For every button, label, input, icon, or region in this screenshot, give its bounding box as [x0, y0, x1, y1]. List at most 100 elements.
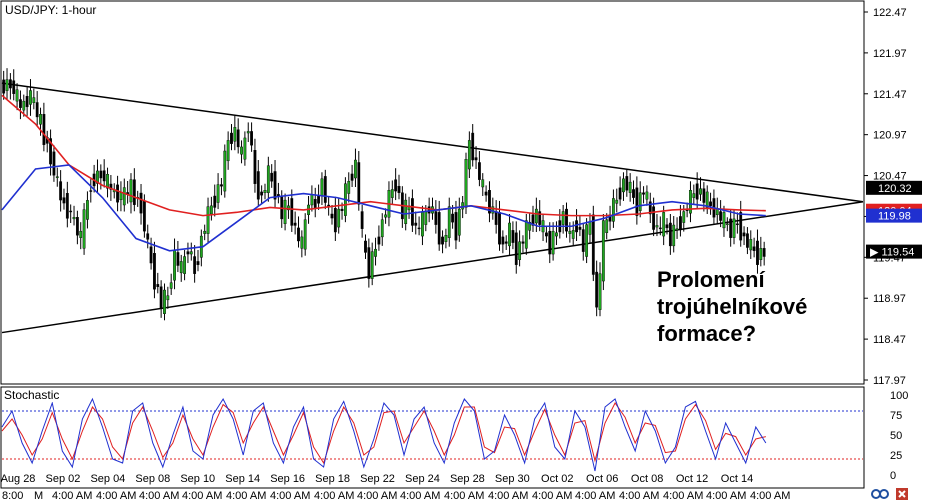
candle-body: [645, 191, 649, 200]
candle-body: [437, 212, 441, 245]
link-icon[interactable]: [871, 489, 889, 499]
candle-body: [119, 192, 123, 201]
candle-body: [99, 170, 103, 179]
y-tick-label: 118.97: [873, 293, 906, 305]
candle-body: [82, 209, 86, 249]
candle-body: [166, 295, 170, 301]
candle-body: [514, 232, 518, 265]
candle-body: [451, 213, 455, 223]
candle-body: [250, 131, 253, 146]
candle-body: [612, 198, 615, 222]
candle-body: [501, 236, 505, 245]
candle-body: [658, 227, 662, 230]
candle-body: [518, 241, 522, 260]
stochastic-label: Stochastic: [4, 388, 59, 402]
candle-body: [528, 221, 532, 231]
candle-body: [622, 178, 625, 193]
price-badge-text: 119.98: [878, 211, 911, 223]
annotation-line-3: formace?: [657, 321, 756, 346]
candle-body: [380, 219, 384, 238]
candle-body: [52, 151, 56, 176]
candle-body: [682, 211, 686, 223]
candle-body: [749, 239, 753, 251]
candle-body: [759, 248, 763, 260]
x-time-label: M: [34, 490, 43, 502]
x-date-label: Oct 14: [721, 473, 753, 485]
candle-body: [283, 199, 287, 225]
candle-body: [709, 201, 712, 207]
candle-body: [484, 191, 488, 196]
candle-body: [508, 222, 511, 247]
x-time-label: 4:00 AM: [270, 490, 310, 502]
candle-body: [625, 176, 629, 191]
candle-body: [163, 289, 166, 314]
candle-body: [732, 218, 736, 238]
close-icon[interactable]: [896, 488, 908, 500]
candle-body: [122, 187, 126, 206]
candle-body: [689, 190, 692, 214]
candle-body: [8, 79, 12, 89]
candle-body: [578, 226, 582, 230]
candle-body: [55, 176, 59, 178]
candle-body: [102, 170, 106, 182]
x-time-label: 4:00 AM: [96, 490, 136, 502]
candle-body: [19, 99, 22, 108]
candle-body: [521, 241, 525, 244]
candle-body: [287, 205, 290, 211]
candle-body: [146, 233, 150, 240]
x-time-label: 4:00 AM: [226, 490, 266, 502]
candle-body: [243, 137, 247, 160]
candle-body: [601, 220, 605, 282]
annotation-line-1: Prolomení: [657, 267, 765, 292]
candle-body: [12, 80, 16, 94]
candle-body: [474, 157, 478, 161]
candle-body: [699, 188, 702, 195]
candle-body: [394, 179, 398, 192]
candle-body: [457, 208, 461, 236]
candle-body: [233, 127, 237, 142]
candle-body: [635, 187, 639, 216]
candle-body: [364, 240, 367, 253]
candle-body: [648, 201, 652, 215]
x-date-label: Aug 28: [1, 473, 36, 485]
candle-body: [317, 195, 320, 204]
x-date-label: Sep 16: [270, 473, 305, 485]
x-date-label: Sep 28: [450, 473, 485, 485]
x-date-label: Sep 18: [315, 473, 350, 485]
candle-body: [297, 227, 300, 242]
candle-body: [25, 96, 29, 108]
candle-body: [729, 218, 733, 238]
candle-body: [725, 223, 729, 226]
candle-body: [434, 211, 438, 225]
x-date-label: Oct 02: [541, 473, 573, 485]
candle-body: [230, 132, 233, 144]
candle-body: [739, 212, 743, 241]
candle-body: [575, 220, 578, 233]
candle-body: [196, 261, 200, 265]
stochastic-tick-label: 25: [890, 450, 902, 462]
candle-body: [116, 184, 119, 203]
candle-body: [360, 211, 364, 229]
x-date-label: Sep 14: [225, 473, 260, 485]
x-date-label: Sep 08: [135, 473, 170, 485]
candle-body: [384, 214, 387, 218]
candle-body: [246, 131, 250, 134]
candle-body: [220, 184, 223, 187]
candle-body: [270, 172, 274, 182]
candle-body: [59, 181, 63, 201]
candle-body: [290, 198, 294, 226]
candle-body: [149, 246, 153, 264]
x-time-label: 4:00 AM: [706, 490, 746, 502]
candle-body: [397, 185, 401, 193]
x-time-label: 4:00 AM: [314, 490, 354, 502]
stochastic-tick-label: 100: [890, 390, 908, 402]
candle-body: [320, 178, 324, 197]
candle-body: [223, 150, 227, 192]
candle-body: [333, 208, 337, 233]
candle-body: [109, 183, 113, 190]
annotation-line-2: trojúhelníkové: [657, 294, 807, 319]
candle-body: [293, 222, 297, 226]
candle-body: [29, 90, 32, 105]
price-badge-dark: [866, 180, 922, 195]
